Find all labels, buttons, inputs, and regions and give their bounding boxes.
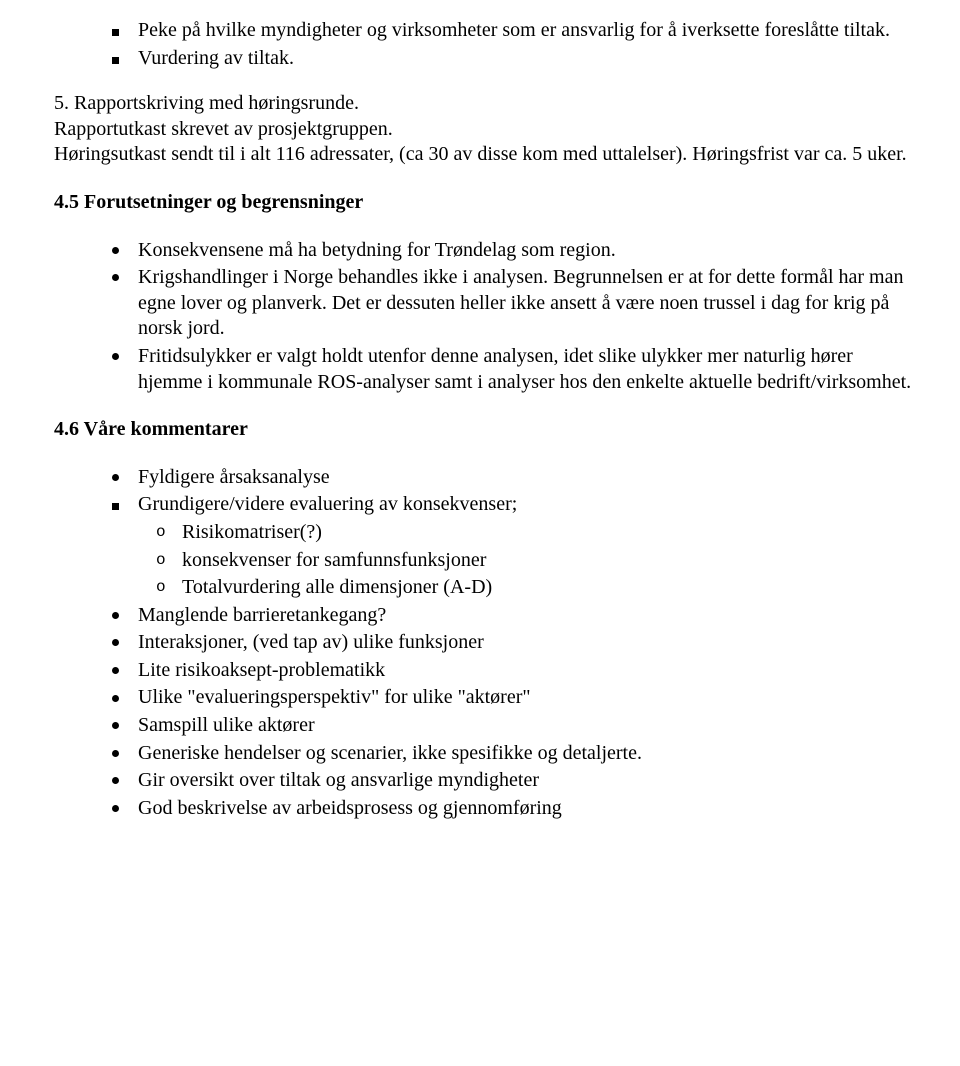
sub-list-item-text: Totalvurdering alle dimensjoner (A-D)	[182, 576, 492, 598]
list-item: Ulike "evalueringsperspektiv" for ulike …	[90, 685, 920, 711]
list-item-text: Ulike "evalueringsperspektiv" for ulike …	[138, 686, 531, 708]
list-item: Generiske hendelser og scenarier, ikke s…	[90, 741, 920, 767]
list-item-text: Grundigere/videre evaluering av konsekve…	[138, 493, 517, 515]
list-item: Konsekvensene må ha betydning for Trønde…	[90, 238, 920, 264]
sub-list-item: konsekvenser for samfunnsfunksjoner	[138, 548, 920, 574]
heading-4-5: 4.5 Forutsetninger og begrensninger	[54, 190, 920, 216]
list-item-text: Peke på hvilke myndigheter og virksomhet…	[138, 19, 890, 41]
list-item: Krigshandlinger i Norge behandles ikke i…	[90, 265, 920, 342]
list-item: Vurdering av tiltak.	[90, 46, 920, 72]
sub-list: Risikomatriser(?) konsekvenser for samfu…	[138, 520, 920, 601]
list-item-text: Gir oversikt over tiltak og ansvarlige m…	[138, 769, 539, 791]
list-item-text: Samspill ulike aktører	[138, 714, 315, 736]
section-4-5-list: Konsekvensene må ha betydning for Trønde…	[90, 238, 920, 396]
list-item-text: Lite risikoaksept-problematikk	[138, 659, 385, 681]
list-item-text: Interaksjoner, (ved tap av) ulike funksj…	[138, 631, 484, 653]
heading-4-6: 4.6 Våre kommentarer	[54, 417, 920, 443]
intro-bullet-list: Peke på hvilke myndigheter og virksomhet…	[90, 18, 920, 71]
list-item-text: Krigshandlinger i Norge behandles ikke i…	[138, 266, 904, 339]
list-item-text: God beskrivelse av arbeidsprosess og gje…	[138, 797, 562, 819]
list-item: Manglende barrieretankegang?	[90, 603, 920, 629]
sub-list-item-text: konsekvenser for samfunnsfunksjoner	[182, 549, 486, 571]
numbered-item-block: 5. Rapportskriving med høringsrunde. Rap…	[54, 91, 920, 168]
sub-list-item: Risikomatriser(?)	[138, 520, 920, 546]
numbered-item: 5. Rapportskriving med høringsrunde.	[54, 91, 920, 117]
list-item: Peke på hvilke myndigheter og virksomhet…	[90, 18, 920, 44]
list-item: Interaksjoner, (ved tap av) ulike funksj…	[90, 630, 920, 656]
section-4-6-list: Fyldigere årsaksanalyse Grundigere/vider…	[90, 465, 920, 822]
list-item: Fritidsulykker er valgt holdt utenfor de…	[90, 344, 920, 395]
list-item: Fyldigere årsaksanalyse	[90, 465, 920, 491]
list-item-text: Konsekvensene må ha betydning for Trønde…	[138, 239, 616, 261]
list-item: Samspill ulike aktører	[90, 713, 920, 739]
list-item-text: Fritidsulykker er valgt holdt utenfor de…	[138, 345, 911, 393]
list-item-text: Manglende barrieretankegang?	[138, 604, 386, 626]
paragraph: Rapportutkast skrevet av prosjektgruppen…	[54, 117, 920, 143]
list-item-text: Vurdering av tiltak.	[138, 47, 294, 69]
list-item: Gir oversikt over tiltak og ansvarlige m…	[90, 768, 920, 794]
list-item-text: Fyldigere årsaksanalyse	[138, 466, 330, 488]
list-item: God beskrivelse av arbeidsprosess og gje…	[90, 796, 920, 822]
list-item: Lite risikoaksept-problematikk	[90, 658, 920, 684]
list-item-text: Generiske hendelser og scenarier, ikke s…	[138, 742, 642, 764]
sub-list-item-text: Risikomatriser(?)	[182, 521, 322, 543]
sub-list-item: Totalvurdering alle dimensjoner (A-D)	[138, 575, 920, 601]
list-item: Grundigere/videre evaluering av konsekve…	[90, 492, 920, 600]
paragraph: Høringsutkast sendt til i alt 116 adress…	[54, 142, 920, 168]
